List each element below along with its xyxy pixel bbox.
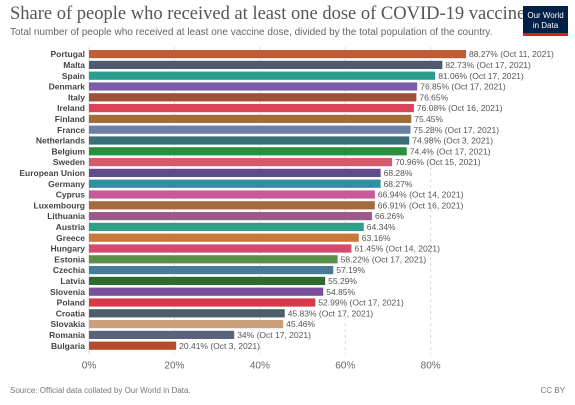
license-label[interactable]: CC BY	[540, 386, 565, 395]
bar[interactable]	[89, 255, 338, 264]
bar[interactable]	[89, 168, 381, 177]
category-label: Croatia	[56, 308, 86, 318]
bar[interactable]	[89, 201, 375, 210]
value-label: 81.06% (Oct 17, 2021)	[438, 71, 524, 81]
logo-accent-bar	[523, 33, 568, 36]
category-label: Latvia	[60, 276, 85, 286]
bar[interactable]	[89, 233, 359, 242]
category-label: France	[57, 125, 85, 135]
value-label: 75.28% (Oct 17, 2021)	[414, 125, 500, 135]
category-label: Ireland	[57, 103, 85, 113]
category-label: Slovakia	[51, 319, 86, 329]
bar[interactable]	[89, 298, 316, 307]
bar[interactable]	[89, 341, 177, 350]
x-tick-label: 80%	[421, 360, 441, 371]
category-label: Sweden	[53, 157, 85, 167]
x-tick-label: 40%	[250, 360, 270, 371]
value-label: 88.27% (Oct 11, 2021)	[469, 49, 554, 59]
bar[interactable]	[89, 125, 411, 134]
value-label: 76.08% (Oct 16, 2021)	[417, 103, 503, 113]
chart-title: Share of people who received at least on…	[10, 4, 526, 24]
value-label: 74.4% (Oct 17, 2021)	[410, 146, 491, 156]
bar[interactable]	[89, 60, 443, 69]
bar[interactable]	[89, 244, 352, 253]
x-tick-label: 20%	[164, 360, 184, 371]
value-label: 61.45% (Oct 14, 2021)	[354, 244, 440, 254]
value-label: 64.34%	[367, 222, 396, 232]
bar[interactable]	[89, 287, 324, 296]
category-label: Portugal	[51, 49, 85, 59]
bar[interactable]	[89, 147, 407, 156]
value-label: 68.28%	[384, 168, 413, 178]
bar[interactable]	[89, 158, 393, 167]
category-label: Germany	[48, 179, 85, 189]
category-label: Austria	[56, 222, 86, 232]
bar[interactable]	[89, 320, 284, 329]
value-label: 75.45%	[414, 114, 443, 124]
category-label: European Union	[19, 168, 85, 178]
bar[interactable]	[89, 276, 326, 285]
category-label: Netherlands	[36, 136, 85, 146]
value-label: 76.85% (Oct 17, 2021)	[420, 82, 506, 92]
value-label: 34% (Oct 17, 2021)	[237, 330, 311, 340]
bar[interactable]	[89, 50, 466, 59]
value-label: 55.29%	[328, 276, 357, 286]
category-label: Poland	[57, 298, 85, 308]
bar[interactable]	[89, 309, 285, 318]
value-label: 45.46%	[286, 319, 315, 329]
category-label: Czechia	[53, 265, 85, 275]
value-label: 54.85%	[326, 287, 355, 297]
value-label: 63.16%	[362, 233, 391, 243]
value-label: 82.73% (Oct 17, 2021)	[445, 60, 531, 70]
bar[interactable]	[89, 71, 436, 80]
source-note: Source: Official data collated by Our Wo…	[10, 386, 191, 395]
value-label: 70.96% (Oct 15, 2021)	[395, 157, 481, 167]
category-label: Slovenia	[50, 287, 85, 297]
category-label: Denmark	[49, 82, 86, 92]
bar[interactable]	[89, 179, 381, 188]
value-label: 57.19%	[336, 265, 365, 275]
category-label: Hungary	[51, 244, 86, 254]
bar[interactable]	[89, 104, 414, 113]
value-label: 45.83% (Oct 17, 2021)	[288, 308, 374, 318]
category-label: Bulgaria	[51, 341, 85, 351]
category-label: Luxembourg	[34, 200, 85, 210]
category-label: Finland	[55, 114, 85, 124]
category-label: Belgium	[51, 146, 85, 156]
category-label: Cyprus	[56, 190, 86, 200]
bar[interactable]	[89, 136, 410, 145]
category-label: Lithuania	[47, 211, 85, 221]
logo-line-2: in Data	[532, 20, 559, 30]
bar[interactable]	[89, 222, 364, 231]
owid-logo[interactable]: Our World in Data	[523, 6, 568, 36]
x-tick-label: 0%	[82, 360, 97, 371]
value-label: 52.99% (Oct 17, 2021)	[318, 298, 404, 308]
category-label: Spain	[62, 71, 85, 81]
value-label: 66.94% (Oct 14, 2021)	[378, 190, 464, 200]
bar[interactable]	[89, 212, 372, 221]
chart-subtitle: Total number of people who received at l…	[10, 27, 493, 38]
bar[interactable]	[89, 330, 235, 339]
x-tick-label: 60%	[335, 360, 355, 371]
value-label: 76.65%	[419, 92, 448, 102]
bar[interactable]	[89, 82, 418, 91]
value-label: 20.41% (Oct 3, 2021)	[179, 341, 260, 351]
category-label: Greece	[56, 233, 85, 243]
value-label: 66.26%	[375, 211, 404, 221]
bar[interactable]	[89, 190, 375, 199]
category-label: Estonia	[54, 254, 85, 264]
value-label: 74.98% (Oct 3, 2021)	[412, 136, 493, 146]
bar[interactable]	[89, 266, 334, 275]
category-label: Romania	[49, 330, 85, 340]
bar[interactable]	[89, 93, 417, 102]
category-label: Italy	[68, 92, 85, 102]
value-label: 68.27%	[384, 179, 413, 189]
value-label: 58.22% (Oct 17, 2021)	[341, 254, 427, 264]
value-label: 66.91% (Oct 16, 2021)	[378, 200, 464, 210]
bar[interactable]	[89, 114, 412, 123]
logo-line-1: Our World	[527, 11, 564, 20]
category-label: Malta	[63, 60, 85, 70]
